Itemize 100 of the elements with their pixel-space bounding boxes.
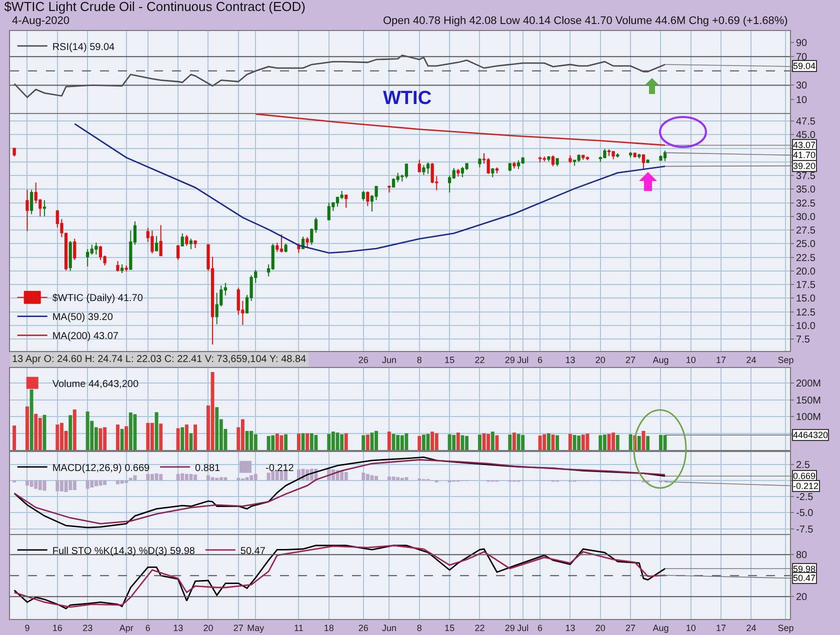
bar bbox=[103, 427, 107, 450]
annotation: WTIC bbox=[383, 88, 432, 109]
bar bbox=[344, 472, 348, 480]
bar bbox=[538, 436, 542, 450]
x-tick-label: Sep bbox=[778, 354, 794, 365]
bar bbox=[546, 433, 550, 450]
bar bbox=[180, 473, 184, 480]
x-tick-label: 8 bbox=[416, 354, 422, 365]
bar bbox=[542, 434, 546, 450]
bar bbox=[284, 434, 288, 450]
line-series bbox=[254, 114, 666, 146]
y-tick-label: 27.5 bbox=[796, 226, 816, 237]
bar bbox=[146, 422, 150, 450]
bar bbox=[275, 434, 279, 450]
legend-label: 50.47 bbox=[240, 546, 266, 557]
bar bbox=[219, 477, 223, 480]
candlestick bbox=[159, 224, 162, 257]
y-tick-label: 100M bbox=[796, 412, 822, 424]
candlestick bbox=[426, 162, 430, 174]
candlestick bbox=[633, 152, 636, 158]
bar bbox=[245, 477, 249, 480]
bar bbox=[56, 480, 60, 492]
bar bbox=[128, 412, 132, 450]
bar bbox=[556, 435, 560, 450]
chart-title: $WTIC Light Crude Oil - Continuous Contract (EOD) bbox=[4, 0, 306, 14]
candlestick bbox=[556, 158, 559, 167]
y-tick-label: 25.0 bbox=[796, 239, 816, 250]
bar bbox=[344, 433, 348, 450]
bar bbox=[12, 426, 16, 450]
x-tick-label: 13 bbox=[565, 622, 576, 633]
legend-label: RSI(14) 59.04 bbox=[52, 42, 116, 53]
x-tick-label: May bbox=[247, 622, 265, 633]
x-tick-label: 24 bbox=[746, 354, 756, 365]
candlestick bbox=[404, 163, 408, 179]
annotation: 0.669 bbox=[793, 471, 816, 481]
bar bbox=[184, 424, 188, 450]
bar bbox=[495, 435, 499, 450]
bar bbox=[374, 430, 378, 450]
bar bbox=[490, 432, 494, 450]
bar bbox=[598, 435, 602, 450]
candlestick bbox=[362, 190, 365, 202]
bar bbox=[396, 477, 400, 480]
bar bbox=[26, 406, 29, 450]
candlestick bbox=[512, 161, 516, 169]
bar bbox=[465, 436, 469, 450]
bar bbox=[388, 432, 391, 450]
bar bbox=[404, 477, 408, 480]
text: 13 Apr O: 24.60 H: 24.74 L: 22.03 C: 22.41 V: 73,659,104 Y: 48.84 bbox=[12, 354, 307, 365]
x-tick-label: Aug bbox=[652, 622, 669, 633]
bar bbox=[301, 433, 305, 450]
annotation: 4464320 bbox=[793, 430, 828, 440]
bar bbox=[254, 434, 258, 450]
candlestick bbox=[284, 243, 288, 253]
bar bbox=[194, 424, 198, 450]
bar bbox=[176, 474, 180, 480]
legend-label: MACD(12,26,9) 0.669 bbox=[52, 462, 150, 474]
annotation: 50.47 bbox=[793, 573, 816, 583]
x-tick-label: 20 bbox=[595, 354, 606, 365]
candlestick bbox=[42, 200, 46, 217]
y-tick-label: 70 bbox=[796, 52, 808, 64]
x-tick-label: 27 bbox=[233, 622, 244, 633]
bar bbox=[116, 424, 120, 450]
x-tick-label: Jul bbox=[517, 622, 529, 633]
x-tick-label: Aug bbox=[652, 354, 669, 365]
bar bbox=[124, 480, 128, 483]
bar bbox=[306, 433, 310, 450]
y-tick-label: 35.0 bbox=[796, 184, 816, 196]
bar bbox=[150, 474, 154, 480]
candlestick bbox=[586, 156, 590, 161]
bar bbox=[572, 434, 576, 450]
bar bbox=[271, 435, 275, 450]
bar bbox=[327, 434, 331, 450]
y-tick-label: -5.0 bbox=[796, 508, 814, 520]
bar bbox=[434, 433, 438, 450]
y-tick-label: 32.5 bbox=[796, 198, 816, 210]
x-tick-label: 16 bbox=[52, 622, 62, 633]
bar bbox=[236, 478, 240, 480]
bar bbox=[392, 476, 396, 480]
x-tick-label: 26 bbox=[358, 354, 368, 365]
y-tick-label: 80 bbox=[796, 550, 808, 562]
x-tick-label: 29 bbox=[504, 354, 515, 365]
bar bbox=[310, 433, 314, 450]
candlestick bbox=[154, 236, 158, 252]
candlestick bbox=[616, 152, 620, 158]
candlestick bbox=[73, 238, 76, 261]
candlestick bbox=[180, 232, 184, 247]
y-tick-label: 150M bbox=[796, 395, 822, 406]
candlestick bbox=[86, 248, 90, 268]
x-tick-label: 9 bbox=[24, 622, 30, 633]
candlestick bbox=[297, 243, 300, 254]
x-tick-label: 20 bbox=[203, 622, 214, 633]
x-tick-label: 24 bbox=[746, 622, 756, 633]
text: Open 40.78 High 42.08 Low 40.14 Close 41.70 Volume 44.6M Chg +0.69 (+1.68%) bbox=[383, 15, 788, 27]
bar bbox=[215, 478, 219, 480]
bar bbox=[374, 476, 378, 480]
bar bbox=[512, 432, 516, 450]
candlestick bbox=[551, 154, 555, 167]
bar bbox=[215, 407, 219, 450]
candlestick bbox=[646, 158, 650, 163]
x-tick-label: Jun bbox=[382, 622, 396, 633]
